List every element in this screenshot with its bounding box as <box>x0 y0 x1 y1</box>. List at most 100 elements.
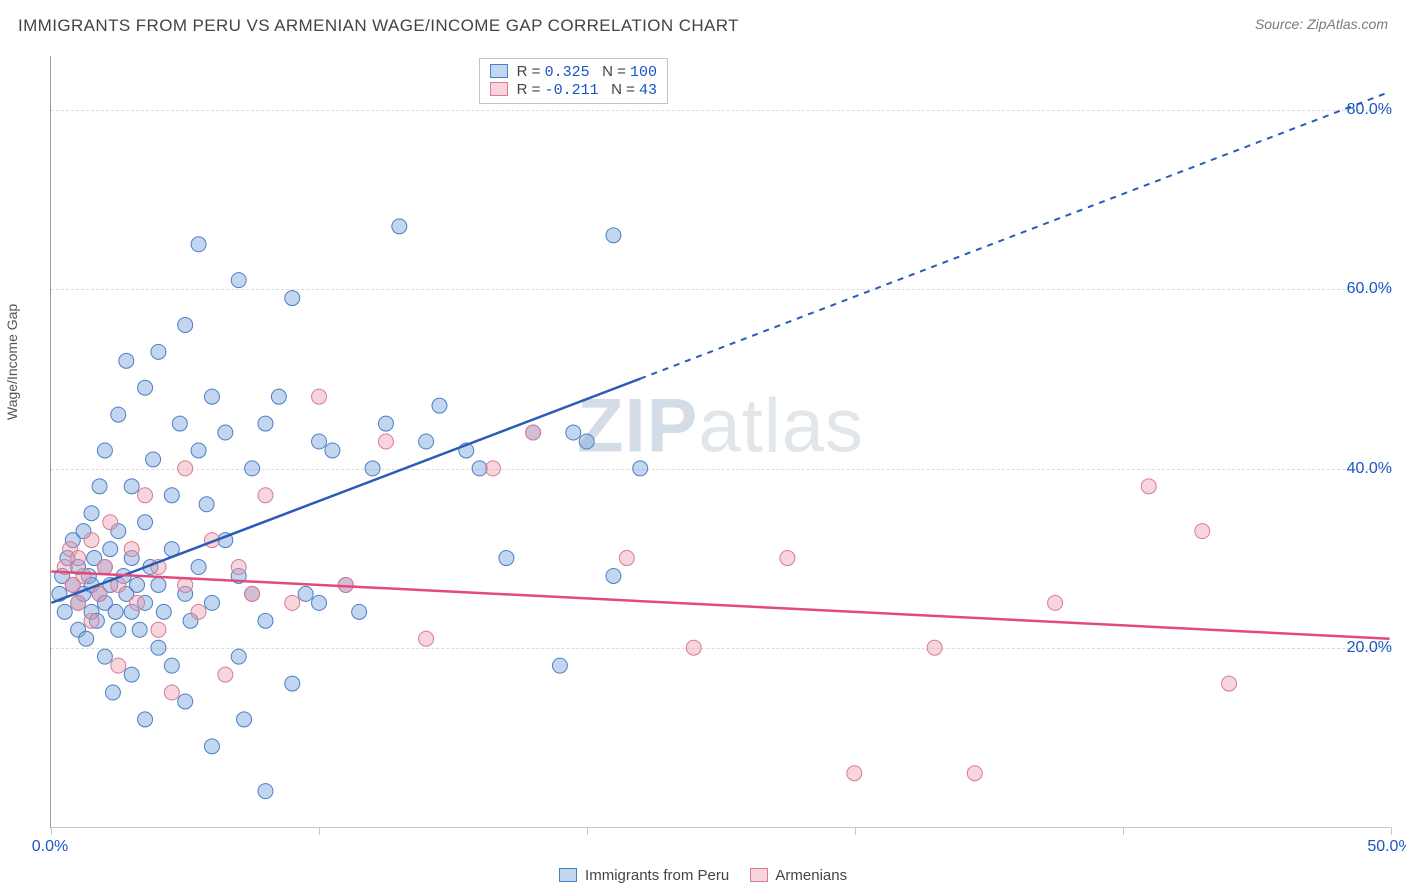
data-point <box>103 515 118 530</box>
data-point <box>130 577 145 592</box>
scatter-svg <box>51 56 1390 827</box>
x-tick-mark <box>319 827 320 835</box>
data-point <box>124 667 139 682</box>
data-point <box>392 219 407 234</box>
y-tick-label: 80.0% <box>1347 101 1392 119</box>
data-point <box>204 739 219 754</box>
data-point <box>151 344 166 359</box>
data-point <box>237 712 252 727</box>
data-point <box>57 604 72 619</box>
data-point <box>164 685 179 700</box>
data-point <box>245 586 260 601</box>
data-point <box>97 443 112 458</box>
chart-source: Source: ZipAtlas.com <box>1255 16 1388 32</box>
data-point <box>124 542 139 557</box>
data-point <box>124 479 139 494</box>
data-point <box>119 353 134 368</box>
data-point <box>1222 676 1237 691</box>
plot-area: ZIPatlas R = 0.325 N = 100 R = -0.211 N … <box>50 56 1390 828</box>
data-point <box>156 604 171 619</box>
data-point <box>312 389 327 404</box>
legend-swatch-armenian <box>750 868 768 882</box>
data-point <box>151 622 166 637</box>
data-point <box>191 604 206 619</box>
data-point <box>92 586 107 601</box>
data-point <box>132 622 147 637</box>
data-point <box>552 658 567 673</box>
data-point <box>231 560 246 575</box>
corr-row: R = -0.211 N = 43 <box>490 81 657 99</box>
x-tick-mark <box>1391 827 1392 835</box>
data-point <box>84 533 99 548</box>
data-point <box>258 488 273 503</box>
data-point <box>231 649 246 664</box>
data-point <box>164 488 179 503</box>
y-tick-label: 60.0% <box>1347 280 1392 298</box>
data-point <box>178 694 193 709</box>
x-tick-mark <box>51 827 52 835</box>
data-point <box>178 317 193 332</box>
data-point <box>378 416 393 431</box>
data-point <box>71 595 86 610</box>
data-point <box>151 577 166 592</box>
data-point <box>378 434 393 449</box>
data-point <box>499 551 514 566</box>
data-point <box>105 685 120 700</box>
data-point <box>365 461 380 476</box>
data-point <box>146 452 161 467</box>
data-point <box>191 560 206 575</box>
x-tick-label: 0.0% <box>32 838 68 856</box>
data-point <box>271 389 286 404</box>
data-point <box>606 228 621 243</box>
data-point <box>298 586 313 601</box>
legend-label-armenian: Armenians <box>775 867 847 884</box>
data-point <box>619 551 634 566</box>
legend-label-peru: Immigrants from Peru <box>585 867 729 884</box>
data-point <box>204 595 219 610</box>
data-point <box>191 443 206 458</box>
x-tick-mark <box>855 827 856 835</box>
corr-swatch <box>490 82 508 96</box>
y-axis-label: Wage/Income Gap <box>4 304 20 420</box>
data-point <box>606 568 621 583</box>
data-point <box>111 407 126 422</box>
data-point <box>231 273 246 288</box>
data-point <box>526 425 541 440</box>
data-point <box>218 667 233 682</box>
data-point <box>472 461 487 476</box>
trend-line <box>51 571 1389 638</box>
corr-n: 100 <box>630 64 657 81</box>
data-point <box>566 425 581 440</box>
data-point <box>71 551 86 566</box>
data-point <box>325 443 340 458</box>
data-point <box>312 434 327 449</box>
legend-swatch-peru <box>559 868 577 882</box>
data-point <box>218 425 233 440</box>
chart-header: IMMIGRANTS FROM PERU VS ARMENIAN WAGE/IN… <box>18 16 1388 42</box>
data-point <box>432 398 447 413</box>
data-point <box>130 595 145 610</box>
data-point <box>419 631 434 646</box>
data-point <box>285 676 300 691</box>
data-point <box>97 649 112 664</box>
data-point <box>138 515 153 530</box>
data-point <box>138 380 153 395</box>
data-point <box>97 560 112 575</box>
data-point <box>686 640 701 655</box>
corr-r: -0.211 <box>545 82 599 99</box>
data-point <box>199 497 214 512</box>
corr-n: 43 <box>639 82 657 99</box>
chart-title: IMMIGRANTS FROM PERU VS ARMENIAN WAGE/IN… <box>18 16 739 35</box>
data-point <box>1195 524 1210 539</box>
y-tick-label: 20.0% <box>1347 639 1392 657</box>
data-point <box>352 604 367 619</box>
data-point <box>111 622 126 637</box>
data-point <box>84 506 99 521</box>
trend-line-dashed <box>640 92 1389 379</box>
data-point <box>164 658 179 673</box>
data-point <box>285 595 300 610</box>
data-point <box>419 434 434 449</box>
data-point <box>847 766 862 781</box>
data-point <box>258 613 273 628</box>
data-point <box>138 712 153 727</box>
